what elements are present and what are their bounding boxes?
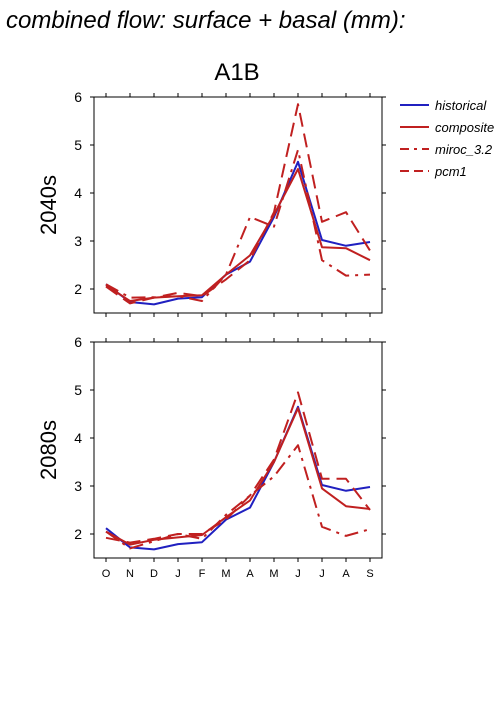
x-tick-label: J (295, 568, 301, 580)
y-tick-label: 2 (74, 526, 82, 542)
y-tick-label: 4 (74, 185, 82, 201)
y-tick-label: 6 (74, 89, 82, 105)
chart-panels: 2 3 4 5 6 2040s 2 3 4 5 6 O N D J F M A M J J A S 2080s (36, 89, 386, 580)
y-tick-label: 5 (74, 382, 82, 398)
scenario-title: A1B (214, 59, 259, 86)
series-line-historical (105, 405, 371, 551)
y-tick-label: 4 (74, 430, 82, 446)
series-line-pcm1 (105, 103, 371, 305)
y-tick-label: 3 (74, 233, 82, 249)
series-line-miroc_3.2 (105, 148, 371, 302)
x-tick-label: J (175, 568, 181, 580)
series-line-miroc_3.2 (105, 444, 371, 550)
panel-label: 2080s (36, 420, 61, 480)
series-line-pcm1 (105, 391, 371, 544)
panel-2080s: 2 3 4 5 6 O N D J F M A M J J A S 2080s (36, 334, 386, 580)
y-tick-label: 3 (74, 478, 82, 494)
figure-title: combined flow: surface + basal (mm): (6, 7, 405, 34)
y-tick-label: 2 (74, 281, 82, 297)
x-tick-label: J (319, 568, 325, 580)
x-tick-label: N (126, 568, 134, 580)
x-tick-label: O (102, 568, 111, 580)
series-line-historical (105, 160, 371, 306)
plot-frame (93, 96, 383, 314)
series-line-composite (105, 168, 371, 302)
legend-label: pcm1 (434, 164, 467, 179)
x-tick-label: M (269, 568, 278, 580)
y-tick-label: 5 (74, 137, 82, 153)
legend-label: composite (435, 120, 494, 135)
panel-2040s: 2 3 4 5 6 2040s (36, 89, 386, 317)
legend-label: miroc_3.2 (435, 142, 493, 157)
series-line-composite (105, 407, 371, 546)
x-tick-label: F (199, 568, 206, 580)
x-tick-label: D (150, 568, 158, 580)
legend-label: historical (435, 98, 487, 113)
plot-frame (93, 341, 383, 559)
panel-label: 2040s (36, 175, 61, 235)
x-tick-label: A (246, 568, 254, 580)
y-tick-label: 6 (74, 334, 82, 350)
x-tick-label: S (366, 568, 373, 580)
legend: historical composite miroc_3.2 pcm1 (400, 98, 494, 179)
x-tick-label: A (342, 568, 350, 580)
x-tick-label: M (221, 568, 230, 580)
